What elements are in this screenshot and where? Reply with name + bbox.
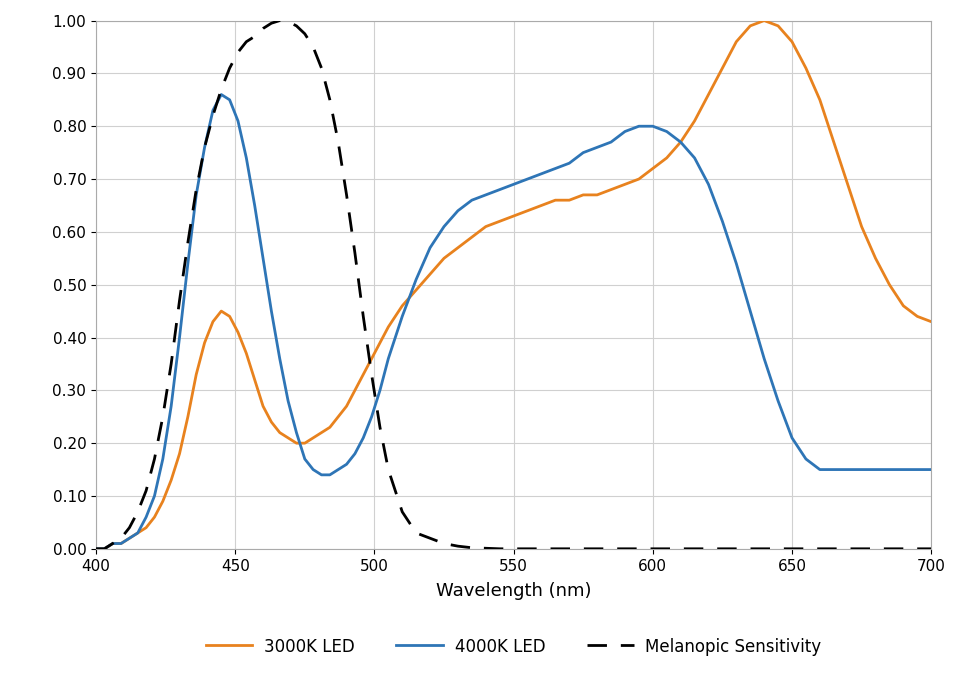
- Melanopic Sensitivity: [232, 48, 244, 56]
- 4000K LED: [215, 91, 227, 99]
- Line: 3000K LED: 3000K LED: [96, 21, 931, 549]
- 3000K LED: [90, 545, 102, 553]
- Melanopic Sensitivity: [257, 25, 269, 33]
- 3000K LED: [716, 64, 728, 72]
- 3000K LED: [758, 16, 770, 25]
- Line: Melanopic Sensitivity: Melanopic Sensitivity: [96, 21, 931, 549]
- 4000K LED: [925, 466, 937, 474]
- 3000K LED: [925, 318, 937, 326]
- 3000K LED: [703, 91, 714, 99]
- Line: 4000K LED: 4000K LED: [96, 95, 931, 549]
- Melanopic Sensitivity: [424, 534, 436, 543]
- Melanopic Sensitivity: [174, 296, 185, 305]
- Legend: 3000K LED, 4000K LED, Melanopic Sensitivity: 3000K LED, 4000K LED, Melanopic Sensitiv…: [199, 631, 828, 663]
- Melanopic Sensitivity: [215, 85, 227, 93]
- 4000K LED: [828, 466, 839, 474]
- 4000K LED: [90, 545, 102, 553]
- 4000K LED: [758, 355, 770, 363]
- 3000K LED: [744, 22, 756, 30]
- 4000K LED: [688, 154, 700, 162]
- Melanopic Sensitivity: [925, 545, 937, 553]
- Melanopic Sensitivity: [274, 16, 285, 25]
- 3000K LED: [828, 138, 839, 146]
- 3000K LED: [675, 138, 686, 146]
- 3000K LED: [140, 523, 152, 532]
- X-axis label: Wavelength (nm): Wavelength (nm): [436, 582, 591, 600]
- Melanopic Sensitivity: [249, 32, 260, 40]
- Melanopic Sensitivity: [90, 545, 102, 553]
- 4000K LED: [731, 259, 742, 268]
- 4000K LED: [716, 217, 728, 226]
- 4000K LED: [140, 513, 152, 521]
